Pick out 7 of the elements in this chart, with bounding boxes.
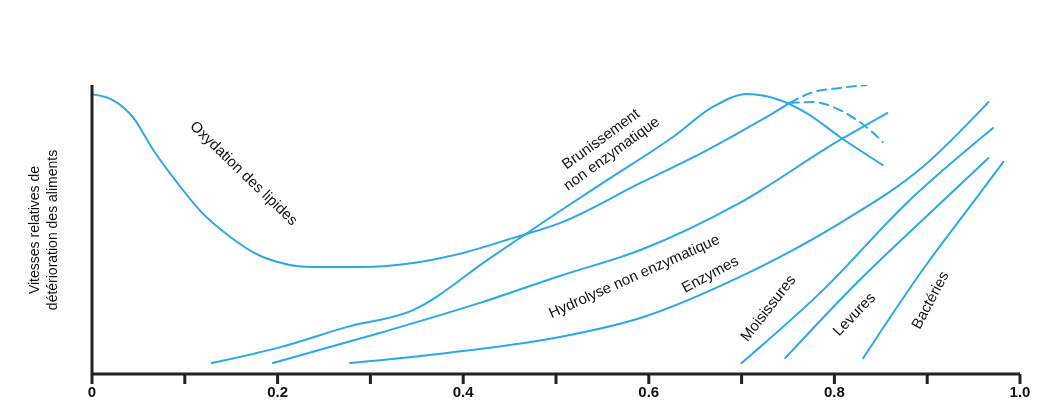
x-tick-label: 1.0 <box>1009 382 1031 400</box>
x-tick-label: 0.4 <box>452 382 475 400</box>
x-tick-label: 0.8 <box>823 382 845 400</box>
x-tick-label: 0 <box>87 382 97 400</box>
x-tick-label: 0.2 <box>267 382 289 400</box>
y-axis-title: Vitesses relatives de détérioration des aliments <box>25 148 61 313</box>
x-tick-label: 0.6 <box>638 382 660 400</box>
